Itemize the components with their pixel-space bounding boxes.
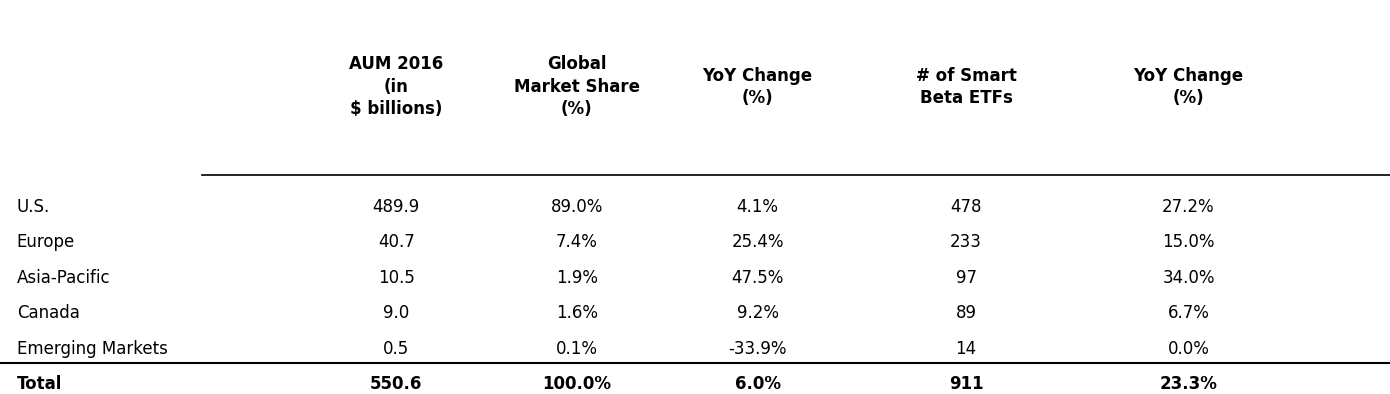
Text: 550.6: 550.6 — [370, 375, 423, 393]
Text: 25.4%: 25.4% — [731, 233, 784, 251]
Text: YoY Change
(%): YoY Change (%) — [1133, 67, 1244, 107]
Text: 97: 97 — [955, 269, 977, 287]
Text: # of Smart
Beta ETFs: # of Smart Beta ETFs — [916, 67, 1016, 107]
Text: 478: 478 — [951, 198, 981, 216]
Text: 23.3%: 23.3% — [1159, 375, 1218, 393]
Text: 89: 89 — [955, 304, 977, 322]
Text: Asia-Pacific: Asia-Pacific — [17, 269, 110, 287]
Text: 0.0%: 0.0% — [1168, 340, 1209, 358]
Text: AUM 2016
(in
$ billions): AUM 2016 (in $ billions) — [349, 56, 443, 118]
Text: Canada: Canada — [17, 304, 79, 322]
Text: 6.0%: 6.0% — [734, 375, 781, 393]
Text: 89.0%: 89.0% — [550, 198, 603, 216]
Text: 1.6%: 1.6% — [556, 304, 598, 322]
Text: 40.7: 40.7 — [378, 233, 414, 251]
Text: -33.9%: -33.9% — [728, 340, 787, 358]
Text: 489.9: 489.9 — [373, 198, 420, 216]
Text: 0.5: 0.5 — [384, 340, 409, 358]
Text: Global
Market Share
(%): Global Market Share (%) — [514, 56, 639, 118]
Text: 233: 233 — [951, 233, 981, 251]
Text: 9.0: 9.0 — [384, 304, 409, 322]
Text: 7.4%: 7.4% — [556, 233, 598, 251]
Text: YoY Change
(%): YoY Change (%) — [702, 67, 813, 107]
Text: 4.1%: 4.1% — [737, 198, 778, 216]
Text: U.S.: U.S. — [17, 198, 50, 216]
Text: 1.9%: 1.9% — [556, 269, 598, 287]
Text: 6.7%: 6.7% — [1168, 304, 1209, 322]
Text: 911: 911 — [949, 375, 983, 393]
Text: 10.5: 10.5 — [378, 269, 414, 287]
Text: 34.0%: 34.0% — [1162, 269, 1215, 287]
Text: 14: 14 — [955, 340, 977, 358]
Text: 9.2%: 9.2% — [737, 304, 778, 322]
Text: Emerging Markets: Emerging Markets — [17, 340, 168, 358]
Text: 100.0%: 100.0% — [542, 375, 612, 393]
Text: 27.2%: 27.2% — [1162, 198, 1215, 216]
Text: Europe: Europe — [17, 233, 75, 251]
Text: 15.0%: 15.0% — [1162, 233, 1215, 251]
Text: 47.5%: 47.5% — [731, 269, 784, 287]
Text: 0.1%: 0.1% — [556, 340, 598, 358]
Text: Total: Total — [17, 375, 63, 393]
